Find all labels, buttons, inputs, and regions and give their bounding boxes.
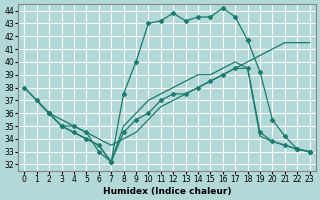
X-axis label: Humidex (Indice chaleur): Humidex (Indice chaleur) [103,187,231,196]
